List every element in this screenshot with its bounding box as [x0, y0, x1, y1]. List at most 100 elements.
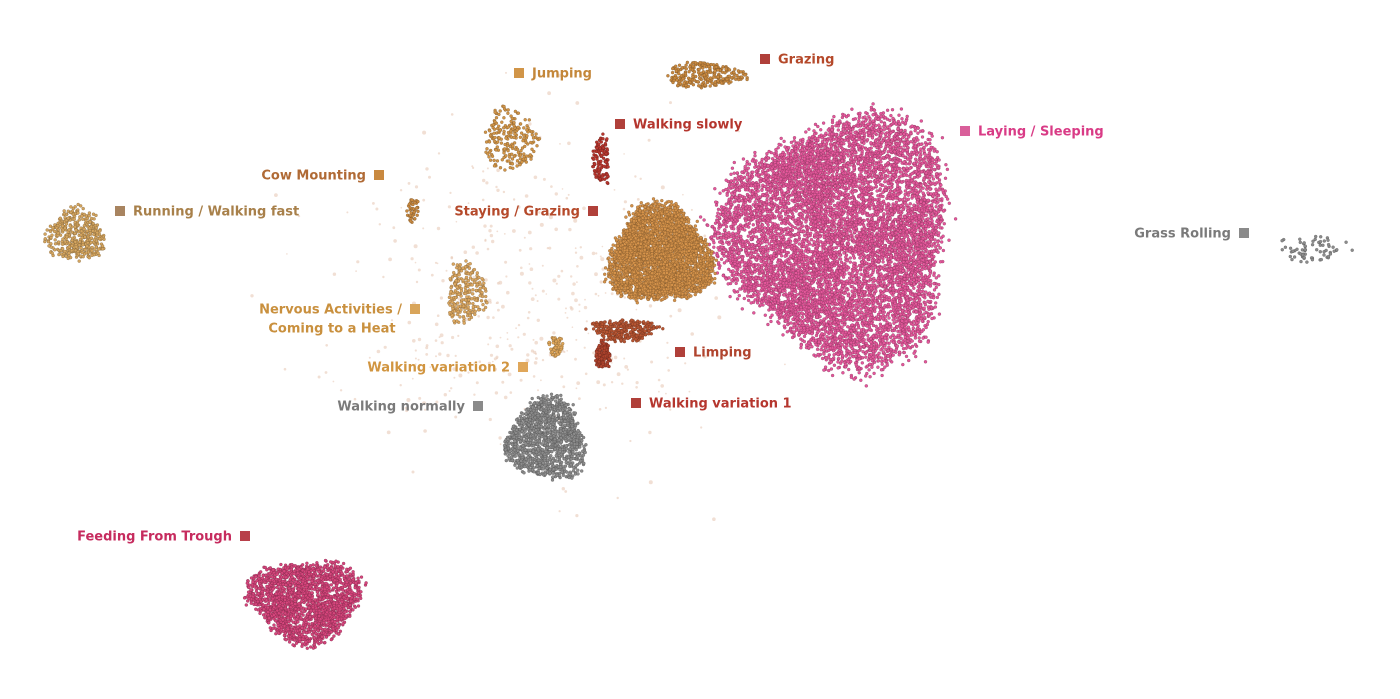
background-point — [489, 353, 494, 357]
data-point — [802, 339, 806, 344]
background-point — [496, 230, 499, 233]
background-point — [510, 347, 514, 351]
background-point — [414, 261, 417, 264]
data-point — [885, 108, 890, 112]
data-point — [934, 276, 938, 280]
background-point — [684, 362, 687, 365]
data-point — [834, 306, 838, 311]
background-point — [484, 239, 487, 242]
data-point — [904, 354, 909, 359]
data-point — [833, 228, 838, 233]
background-point — [579, 246, 582, 249]
background-point — [660, 185, 665, 190]
background-point — [526, 316, 530, 320]
data-point — [763, 226, 767, 230]
data-point — [918, 189, 923, 193]
background-point — [400, 206, 403, 209]
data-point — [798, 186, 803, 191]
data-point — [719, 257, 724, 261]
data-point — [805, 236, 809, 241]
background-point — [584, 298, 586, 301]
background-point — [717, 315, 722, 320]
background-point — [635, 386, 638, 389]
background-point — [541, 289, 545, 293]
background-point — [473, 362, 476, 364]
background-point — [583, 305, 588, 310]
background-point — [557, 73, 562, 78]
background-point — [594, 272, 598, 277]
background-point — [565, 196, 569, 200]
background-point — [530, 297, 535, 301]
data-point — [835, 172, 839, 176]
background-point — [498, 212, 501, 215]
background-point — [533, 175, 538, 180]
background-point — [537, 389, 539, 392]
data-point — [939, 183, 943, 187]
data-point — [735, 290, 740, 294]
background-point — [524, 194, 529, 198]
background-point — [594, 292, 598, 296]
background-point — [784, 363, 786, 366]
data-point — [885, 288, 889, 293]
data-point — [874, 324, 878, 329]
data-point — [918, 150, 922, 154]
background-point — [407, 182, 411, 185]
background-point — [602, 383, 606, 387]
background-point — [436, 226, 441, 231]
data-point — [805, 244, 809, 248]
data-point — [775, 203, 779, 208]
background-point — [639, 177, 642, 180]
background-point — [475, 381, 479, 385]
background-point — [528, 122, 532, 126]
background-point — [582, 206, 586, 211]
data-point — [874, 116, 878, 121]
data-point — [739, 269, 744, 274]
background-point — [574, 251, 578, 254]
background-point — [463, 250, 468, 254]
background-point — [571, 326, 574, 329]
background-point — [487, 298, 492, 303]
background-point — [599, 280, 603, 284]
background-point — [636, 198, 640, 201]
background-point — [629, 439, 632, 443]
data-point — [877, 123, 881, 127]
data-point — [941, 248, 946, 253]
background-point — [519, 378, 523, 382]
background-point — [579, 255, 584, 260]
background-point — [575, 514, 579, 518]
data-point — [864, 175, 868, 179]
data-point — [937, 188, 941, 192]
cluster-points — [43, 60, 1354, 650]
background-point — [570, 275, 573, 278]
background-point — [399, 189, 403, 192]
data-point — [761, 192, 765, 197]
background-point — [596, 380, 601, 385]
data-point — [752, 311, 756, 315]
background-point — [378, 223, 381, 226]
background-point — [561, 188, 564, 190]
background-point — [382, 275, 385, 279]
background-point — [564, 312, 567, 314]
background-point — [650, 360, 654, 364]
background-point — [386, 430, 391, 435]
background-point — [452, 367, 457, 371]
background-point — [648, 304, 653, 308]
data-point — [866, 333, 870, 338]
background-point — [483, 224, 487, 228]
background-point — [425, 167, 429, 171]
data-point — [804, 220, 808, 224]
background-point — [557, 297, 561, 301]
background-point — [613, 355, 618, 360]
data-point — [874, 289, 878, 293]
data-point — [859, 307, 863, 311]
background-point — [481, 198, 485, 202]
background-point — [600, 257, 605, 262]
background-point — [496, 357, 498, 360]
background-point — [623, 153, 625, 155]
background-point — [494, 391, 499, 395]
background-point — [610, 381, 614, 384]
background-point — [517, 336, 520, 339]
background-point — [532, 375, 536, 378]
data-point — [915, 326, 920, 331]
background-point — [560, 375, 564, 379]
